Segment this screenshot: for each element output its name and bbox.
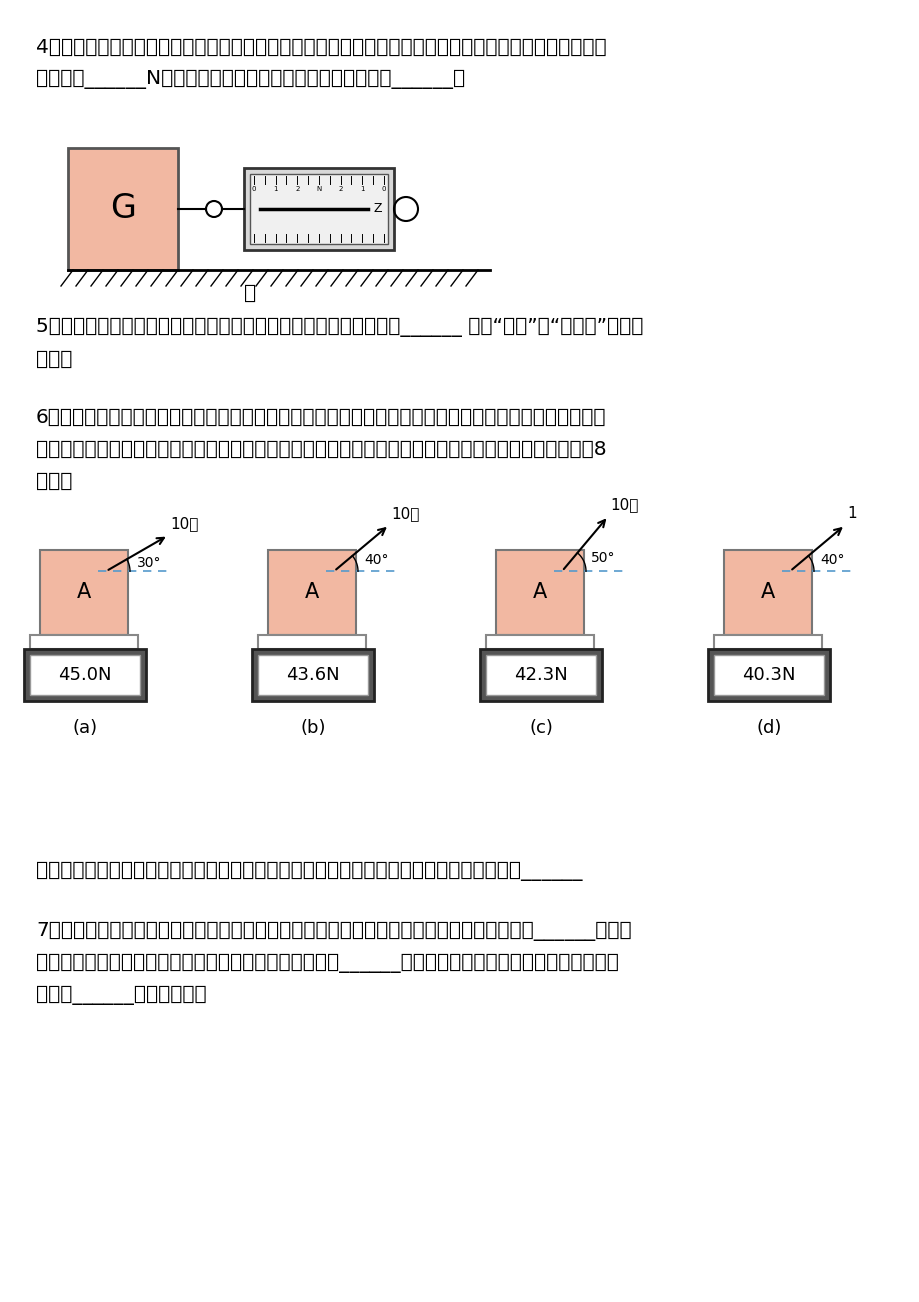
Text: 平衡。: 平衡。 bbox=[36, 350, 73, 368]
Text: 7、在《刻舟求剑》的寓言故事中，刻舟人最终未能寻到其落水的剑，是因为船相对于河岸是______的，船: 7、在《刻舟求剑》的寓言故事中，刻舟人最终未能寻到其落水的剑，是因为船相对于河岸… bbox=[36, 922, 631, 941]
Text: 40°: 40° bbox=[364, 553, 388, 568]
Bar bbox=[24, 648, 146, 700]
Text: 45.0N: 45.0N bbox=[58, 667, 111, 684]
Bar bbox=[252, 648, 374, 700]
Text: 根据上述实验现象，请判断影响物块对水平面的压力大小与什么因素有关，并写出判断依据______: 根据上述实验现象，请判断影响物块对水平面的压力大小与什么因素有关，并写出判断依据… bbox=[36, 862, 582, 881]
Text: 4、如图甲所示，用弹簧测力计水平向右拉动一个长方体木块在水平桌面上作匀速直线运动，木块受到的水: 4、如图甲所示，用弹簧测力计水平向右拉动一个长方体木块在水平桌面上作匀速直线运动… bbox=[36, 38, 606, 57]
Text: 43.6N: 43.6N bbox=[286, 667, 339, 684]
Bar bbox=[723, 549, 811, 635]
Bar bbox=[257, 655, 368, 695]
Text: A: A bbox=[77, 582, 91, 603]
Bar bbox=[30, 655, 140, 695]
Bar bbox=[495, 549, 584, 635]
Text: 是利用______使锤头套紧。: 是利用______使锤头套紧。 bbox=[36, 986, 207, 1005]
Bar bbox=[480, 648, 601, 700]
Text: 42.3N: 42.3N bbox=[514, 667, 567, 684]
Bar bbox=[250, 174, 388, 243]
Text: 0: 0 bbox=[381, 186, 386, 191]
Text: 平拉力为______N，水平桌面因此受到摩擦力的方向为水平向______。: 平拉力为______N，水平桌面因此受到摩擦力的方向为水平向______。 bbox=[36, 70, 465, 89]
Text: N: N bbox=[316, 186, 322, 191]
Text: 10牛: 10牛 bbox=[391, 506, 419, 521]
Text: A: A bbox=[532, 582, 547, 603]
Text: (b): (b) bbox=[300, 719, 325, 737]
Bar bbox=[485, 635, 594, 648]
Bar bbox=[30, 635, 138, 648]
Text: 40°: 40° bbox=[819, 553, 844, 568]
Text: Z: Z bbox=[373, 203, 381, 216]
Text: 40.3N: 40.3N bbox=[742, 667, 795, 684]
Text: 1: 1 bbox=[273, 186, 278, 191]
Text: 0: 0 bbox=[252, 186, 256, 191]
Text: 6、为了研究当物块受斜向上拉力且处于静止时，影响物块对水平面的压力大小的因素。某小组同学将相同: 6、为了研究当物块受斜向上拉力且处于静止时，影响物块对水平面的压力大小的因素。某… bbox=[36, 408, 606, 427]
Bar bbox=[713, 655, 823, 695]
Text: 2: 2 bbox=[295, 186, 300, 191]
Text: 10牛: 10牛 bbox=[170, 517, 199, 531]
Text: 物块分别置于电子压力计中央，用不同的拉力作用于物块，并改变拉力与水平方向的夹角，实验过程如图8: 物块分别置于电子压力计中央，用不同的拉力作用于物块，并改变拉力与水平方向的夹角，… bbox=[36, 440, 606, 460]
Bar bbox=[244, 168, 393, 250]
Text: 2: 2 bbox=[338, 186, 343, 191]
Text: 所示。: 所示。 bbox=[36, 473, 73, 491]
Bar bbox=[40, 549, 128, 635]
Text: (c): (c) bbox=[528, 719, 552, 737]
Text: 50°: 50° bbox=[590, 551, 615, 565]
Text: 30°: 30° bbox=[137, 556, 161, 570]
Text: A: A bbox=[760, 582, 775, 603]
Text: 甲: 甲 bbox=[244, 284, 255, 303]
Bar bbox=[257, 635, 366, 648]
Text: 5、如果两个力作用于同一物体上，其三要素均相同，那么这两个力______ （填“可能”或“不可能”）相互: 5、如果两个力作用于同一物体上，其三要素均相同，那么这两个力______ （填“… bbox=[36, 318, 642, 337]
Text: 10牛: 10牛 bbox=[609, 497, 638, 512]
Text: 夫用桨不断向后划水，小舟会向前行驶，说明力的作用是______的。如图所示，锤头松动时，用力敛锤柄: 夫用桨不断向后划水，小舟会向前行驶，说明力的作用是______的。如图所示，锤头… bbox=[36, 954, 618, 973]
Bar bbox=[713, 635, 821, 648]
Bar bbox=[68, 148, 177, 270]
Text: (d): (d) bbox=[755, 719, 781, 737]
Text: 1: 1 bbox=[846, 506, 856, 521]
Bar bbox=[485, 655, 596, 695]
Bar bbox=[708, 648, 829, 700]
Text: (a): (a) bbox=[73, 719, 97, 737]
Text: G: G bbox=[110, 193, 136, 225]
Text: 1: 1 bbox=[359, 186, 364, 191]
Bar bbox=[267, 549, 356, 635]
Text: A: A bbox=[304, 582, 319, 603]
